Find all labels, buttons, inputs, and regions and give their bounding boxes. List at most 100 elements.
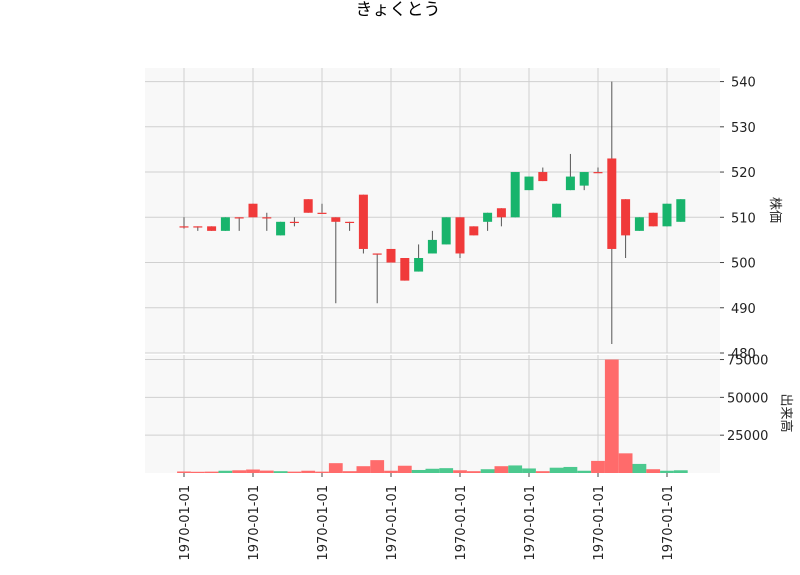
candle-body bbox=[552, 203, 562, 218]
volume-bar bbox=[177, 471, 191, 473]
volume-bar bbox=[660, 470, 674, 473]
candle-body bbox=[220, 217, 230, 231]
candle-body bbox=[193, 226, 203, 228]
candle-body bbox=[496, 208, 506, 218]
candle-body bbox=[662, 203, 672, 227]
volume-axis-ticks: 25000 50000 75000 bbox=[720, 354, 768, 444]
price-tick-label: 510 bbox=[731, 211, 756, 226]
volume-tick-label: 25000 bbox=[727, 429, 768, 444]
candle-body bbox=[345, 221, 355, 224]
candle-body bbox=[510, 172, 520, 218]
candle-body bbox=[455, 217, 465, 254]
volume-bar bbox=[356, 466, 371, 473]
volume-bar bbox=[315, 471, 329, 473]
volume-tick-label: 75000 bbox=[727, 354, 768, 369]
volume-bar bbox=[591, 460, 605, 473]
candle-body bbox=[648, 212, 658, 227]
volume-bar bbox=[673, 470, 688, 473]
volume-grid bbox=[145, 359, 720, 436]
candle-body bbox=[579, 172, 589, 186]
x-tick-label: 1970-01-01 bbox=[247, 485, 262, 561]
candle-body bbox=[276, 221, 286, 236]
x-tick-label: 1970-01-01 bbox=[592, 485, 607, 561]
volume-bar bbox=[384, 470, 398, 473]
candle-body bbox=[331, 217, 341, 222]
volume-bar bbox=[522, 468, 536, 473]
candle-body bbox=[179, 226, 189, 228]
volume-bar bbox=[439, 468, 454, 473]
candle-body bbox=[207, 226, 217, 231]
volume-bar bbox=[370, 460, 385, 473]
volume-bar bbox=[246, 469, 260, 473]
price-tick-label: 540 bbox=[731, 76, 756, 91]
volume-bar bbox=[411, 469, 426, 473]
candle-body bbox=[621, 199, 631, 236]
price-tick-label: 520 bbox=[731, 166, 756, 181]
candle-body bbox=[483, 212, 493, 222]
x-tick-label: 1970-01-01 bbox=[661, 485, 676, 561]
candle-body bbox=[469, 226, 479, 236]
candle-body bbox=[414, 258, 424, 272]
candle-body bbox=[303, 199, 313, 213]
x-tick-label: 1970-01-01 bbox=[523, 485, 538, 561]
price-panel-background bbox=[145, 68, 720, 353]
volume-bar bbox=[204, 471, 219, 473]
x-tick-label: 1970-01-01 bbox=[178, 485, 193, 561]
price-tick-label: 480 bbox=[731, 347, 756, 362]
candle-body bbox=[248, 203, 258, 218]
volume-bar bbox=[604, 359, 619, 473]
volume-bar bbox=[618, 453, 633, 473]
candle-body bbox=[441, 217, 451, 245]
price-tick-label: 500 bbox=[731, 257, 756, 272]
x-tick-label: 1970-01-01 bbox=[385, 485, 400, 561]
candles bbox=[179, 81, 686, 344]
volume-bar bbox=[218, 470, 233, 473]
volume-bar bbox=[632, 463, 647, 473]
volume-bar bbox=[453, 470, 467, 473]
price-axis-ticks: 480 490 500 510 520 530 540 bbox=[720, 76, 756, 362]
candle-body bbox=[386, 248, 396, 263]
volume-bar bbox=[397, 465, 412, 473]
candle-body bbox=[317, 212, 327, 214]
candle-body bbox=[262, 217, 272, 219]
candle-body bbox=[565, 176, 575, 191]
volume-bar bbox=[273, 471, 288, 473]
volume-axis-label: 出来高 bbox=[778, 393, 794, 432]
volume-panel-background bbox=[145, 355, 720, 473]
x-tick-label: 1970-01-01 bbox=[454, 485, 469, 561]
volume-bar bbox=[259, 470, 274, 473]
volume-bar bbox=[549, 467, 564, 473]
volume-bars bbox=[177, 359, 688, 473]
volume-bar bbox=[287, 471, 302, 473]
volume-bar bbox=[328, 463, 343, 473]
candle-body bbox=[607, 158, 617, 249]
x-tick-label: 1970-01-01 bbox=[316, 485, 331, 561]
price-axis-label: 株価 bbox=[767, 197, 782, 223]
volume-bar bbox=[342, 471, 357, 473]
candle-body bbox=[538, 172, 548, 182]
price-tick-label: 530 bbox=[731, 121, 756, 136]
volume-bar bbox=[301, 470, 316, 473]
candle-body bbox=[400, 258, 410, 281]
candle-body bbox=[634, 217, 644, 231]
volume-bar bbox=[232, 470, 247, 473]
volume-bar bbox=[425, 468, 440, 473]
candle-body bbox=[676, 199, 686, 222]
chart-title: きょくとう bbox=[356, 0, 441, 20]
volume-bar bbox=[508, 465, 523, 473]
volume-bar bbox=[535, 471, 550, 473]
x-axis-ticks: 1970-01-01 1970-01-01 1970-01-01 1970-01-01… bbox=[178, 473, 676, 561]
volume-bar bbox=[577, 470, 592, 473]
candle-body bbox=[427, 239, 437, 254]
volume-bar bbox=[190, 471, 205, 473]
candle-body bbox=[358, 194, 368, 249]
volume-bar bbox=[466, 471, 481, 473]
volume-bar bbox=[494, 466, 509, 473]
candle-body bbox=[289, 221, 299, 224]
volume-bar bbox=[646, 469, 661, 473]
candle-body bbox=[593, 172, 603, 174]
candle-body bbox=[234, 217, 244, 219]
price-tick-label: 490 bbox=[731, 302, 756, 317]
volume-tick-label: 50000 bbox=[727, 391, 768, 406]
